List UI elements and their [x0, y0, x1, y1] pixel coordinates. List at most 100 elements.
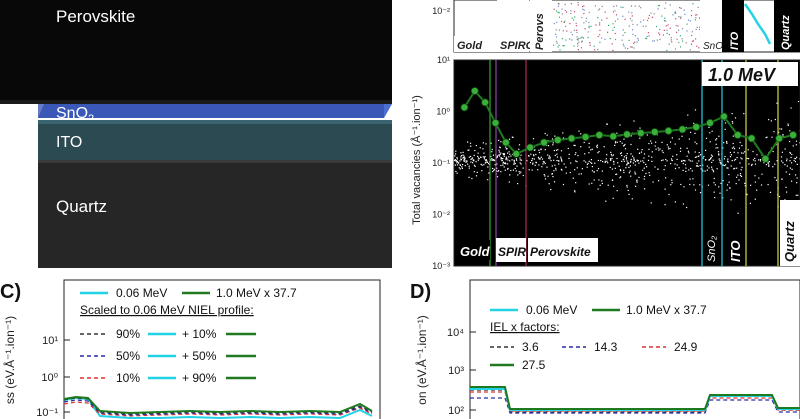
noise-point [609, 166, 611, 168]
label-box-spiro [496, 238, 526, 262]
noise-point [726, 189, 728, 191]
noise-point [593, 171, 595, 173]
noise-point [492, 159, 494, 161]
noise-point [796, 156, 798, 158]
noise-point [731, 113, 733, 115]
noise-point [741, 145, 743, 147]
top-noise-point [653, 13, 655, 15]
noise-point [503, 153, 505, 155]
noise-point [618, 165, 620, 167]
noise-point [790, 107, 792, 109]
noise-point [484, 156, 486, 158]
noise-point [481, 170, 483, 172]
noise-point [781, 128, 783, 130]
noise-point [670, 184, 672, 186]
noise-point [454, 159, 456, 161]
noise-point [529, 162, 532, 164]
panel-d-ytick-1: 10³ [448, 365, 464, 377]
top-quartz-box [774, 0, 800, 52]
noise-point [508, 181, 510, 183]
noise-point [568, 157, 570, 159]
noise-point [707, 184, 710, 186]
top-noise-point [692, 40, 694, 42]
top-spiro-box [497, 0, 529, 52]
noise-point [645, 163, 647, 165]
noise-point [478, 158, 480, 160]
top-noise-point [698, 28, 701, 31]
noise-point [475, 175, 478, 177]
label-gold: Gold [460, 244, 491, 259]
top-noise-point [652, 40, 654, 42]
top-noise-point [598, 9, 600, 11]
noise-point [513, 163, 515, 165]
main-ytick-label: 10⁰ [436, 107, 450, 117]
panel-d-ytick-2: 10² [448, 405, 464, 417]
noise-point [611, 179, 614, 181]
top-noise-point [612, 49, 614, 51]
noise-point [717, 151, 720, 153]
noise-point [630, 175, 632, 177]
vacancy-series-points [460, 87, 797, 163]
noise-point [616, 157, 618, 160]
top-noise-point [580, 47, 582, 49]
noise-point [572, 177, 574, 179]
noise-point [470, 161, 472, 163]
noise-point [797, 194, 799, 196]
vacancy-data-point [747, 134, 756, 143]
panel-c-yticks: 10¹ 10⁰ 10⁻¹ [36, 335, 70, 419]
vacancy-data-point [501, 138, 510, 147]
vacancy-data-point [540, 138, 548, 147]
noise-point [591, 148, 593, 150]
noise-point [496, 163, 498, 165]
noise-point [732, 122, 734, 124]
noise-point [505, 146, 507, 148]
noise-point [544, 175, 546, 177]
noise-point [727, 167, 729, 169]
noise-point [791, 162, 793, 164]
noise-point [651, 142, 653, 144]
noise-point [636, 180, 638, 182]
noise-point [661, 159, 663, 162]
noise-point [706, 169, 708, 171]
top-noise-point [582, 37, 584, 39]
top-noise-point [677, 25, 679, 27]
top-noise-point [577, 45, 579, 47]
noise-point [537, 169, 539, 171]
noise-point [734, 167, 736, 169]
noise-point [619, 177, 621, 179]
noise-point [560, 168, 562, 170]
top-noise-point [630, 5, 633, 7]
noise-point [517, 174, 519, 176]
noise-point [499, 155, 501, 157]
noise-point [682, 203, 684, 205]
panel-c-legend: 0.06 MeV 1.0 MeV x 37.7 Scaled to 0.06 M… [80, 286, 297, 385]
noise-point [625, 158, 627, 160]
device-stack: Perovskite SnO2 ITO Quartz [0, 0, 392, 268]
top-noise-point [576, 36, 578, 38]
noise-point [504, 169, 506, 171]
noise-point [747, 149, 749, 151]
top-noise-point [573, 45, 575, 47]
noise-point [714, 184, 716, 186]
top-noise-point [628, 39, 630, 41]
noise-point [528, 155, 530, 157]
noise-point [492, 154, 494, 156]
noise-point [712, 171, 715, 173]
noise-point [483, 156, 485, 158]
noise-point [687, 114, 689, 116]
noise-point [476, 171, 478, 173]
top-noise-point [680, 7, 682, 9]
top-noise-point [634, 5, 636, 7]
vacancy-data-point [733, 131, 742, 139]
top-noise-point [690, 43, 693, 45]
noise-point [688, 159, 690, 161]
noise-point [581, 168, 583, 170]
noise-point [751, 163, 753, 165]
noise-point [713, 191, 715, 193]
noise-point [665, 158, 667, 161]
noise-point [708, 159, 710, 161]
noise-point [532, 163, 534, 165]
noise-point [638, 152, 640, 154]
top-noise-point [659, 34, 661, 36]
noise-point [781, 160, 783, 162]
